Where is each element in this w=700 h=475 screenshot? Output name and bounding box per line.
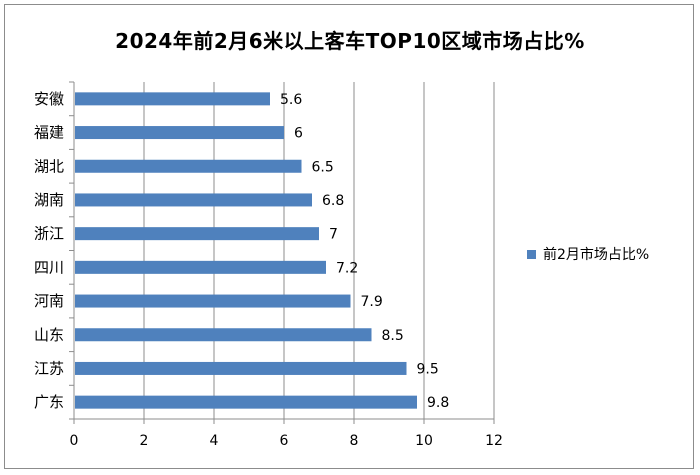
data-label-0: 5.6: [280, 92, 302, 108]
bar-0: [75, 92, 270, 106]
data-label-7: 8.5: [382, 328, 404, 344]
legend-label: 前2月市场占比%: [543, 246, 649, 263]
bar-5: [75, 260, 326, 274]
chart-title: 2024年前2月6米以上客车TOP10区域市场占比%: [115, 29, 585, 53]
x-tick-label-5: 10: [415, 433, 433, 449]
data-label-2: 6.5: [312, 159, 334, 175]
x-tick-label-1: 2: [140, 433, 149, 449]
data-label-4: 7: [329, 227, 338, 243]
category-label-9: 广东: [34, 393, 64, 411]
x-tick-label-6: 12: [485, 433, 503, 449]
x-tick-label-2: 4: [210, 433, 219, 449]
category-label-6: 河南: [34, 292, 64, 310]
data-label-9: 9.8: [427, 395, 449, 411]
bar-6: [75, 294, 351, 308]
data-label-1: 6: [294, 126, 303, 142]
category-label-3: 湖南: [34, 191, 64, 209]
category-label-0: 安徽: [34, 90, 64, 108]
data-label-8: 9.5: [417, 361, 439, 377]
category-label-8: 江苏: [34, 359, 64, 377]
category-label-4: 浙江: [34, 225, 64, 243]
category-label-2: 湖北: [34, 157, 64, 175]
x-tick-label-4: 8: [350, 433, 359, 449]
bar-8: [75, 361, 407, 375]
legend-swatch: [527, 250, 536, 259]
data-label-6: 7.9: [361, 294, 383, 310]
data-label-5: 7.2: [336, 260, 358, 276]
chart-frame: 2024年前2月6米以上客车TOP10区域市场占比% 0 2 4 6 8 10 12 安徽 5.…: [4, 4, 694, 469]
data-label-3: 6.8: [322, 193, 344, 209]
bar-4: [75, 227, 319, 241]
bar-3: [75, 193, 312, 207]
x-tick-label-3: 6: [280, 433, 289, 449]
bar-9: [75, 395, 417, 409]
bar-2: [75, 159, 302, 173]
x-tick-label-0: 0: [70, 433, 79, 449]
chart-svg: 0 2 4 6 8 10 12 安徽 5.6 福建 6 湖北 6.5 湖南 6.8 浙江 7 四川 7.2 河南 7.9…: [34, 81, 649, 449]
category-label-5: 四川: [34, 258, 64, 276]
bar-1: [75, 126, 284, 140]
category-label-7: 山东: [34, 326, 64, 344]
bar-7: [75, 328, 372, 342]
category-label-1: 福建: [34, 124, 64, 142]
